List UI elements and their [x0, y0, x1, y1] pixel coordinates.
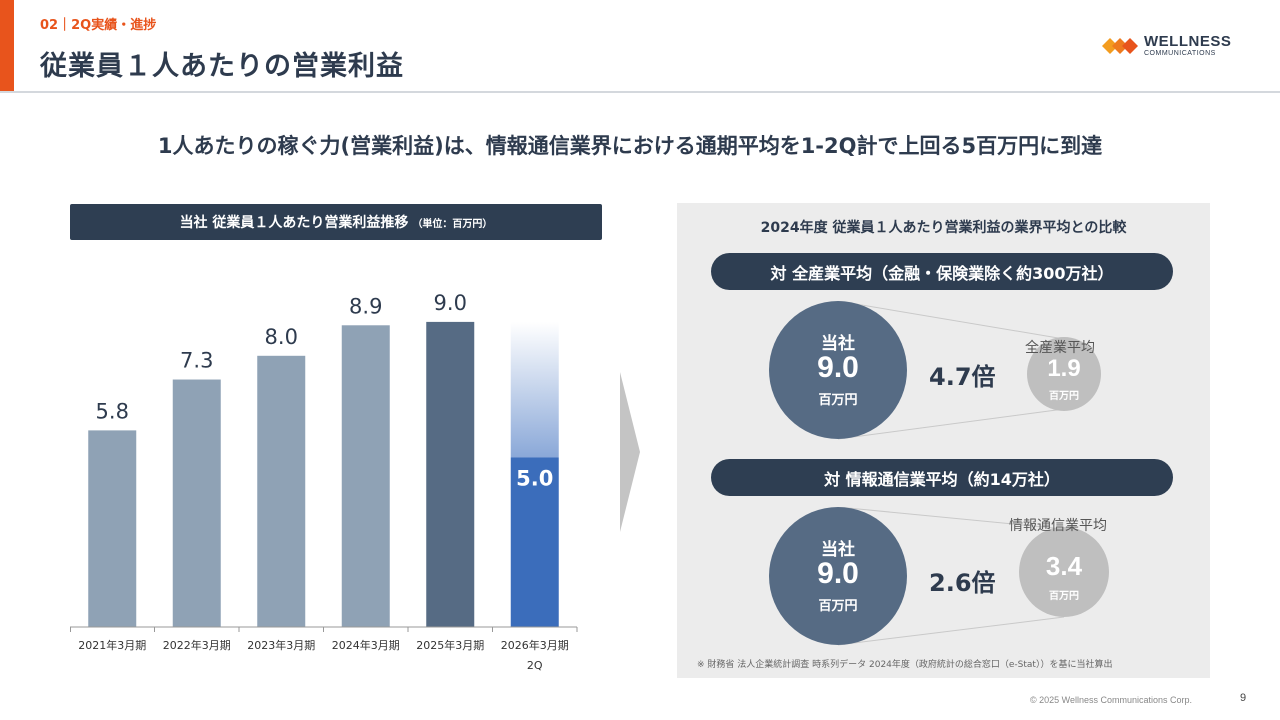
- peer-unit: 百万円: [1049, 391, 1079, 402]
- comparison-header-ict: 対 情報通信業平均（約14万社）: [711, 459, 1173, 496]
- peer-circle: 3.4 百万円: [1019, 527, 1109, 617]
- source-note: ※ 財務省 法人企業統計調査 時系列データ 2024年度（政府統計の総合窓口（e…: [697, 660, 1113, 670]
- comparison-panel: 2024年度 従業員１人あたり営業利益の業界平均との比較 対 全産業平均（金融・…: [677, 203, 1210, 678]
- bar-chart: 5.8 2021年3月期 7.3 2022年3月期 8.0 2023年3月期 8.9 2024…: [70, 291, 578, 672]
- headline: 1人あたりの稼ぐ力(営業利益)は、情報通信業界における通期平均を1-2Q計で上回…: [157, 134, 1103, 158]
- bar-value-label: 8.0: [265, 325, 298, 349]
- peer-unit: 百万円: [1049, 591, 1079, 602]
- connector-lines: [837, 507, 1065, 646]
- bar-2: [257, 355, 306, 627]
- x-tick-label: 2Q: [527, 659, 543, 672]
- company-label: 当社: [821, 334, 855, 354]
- chart-title: 当社 従業員１人あたり営業利益推移: [179, 215, 409, 231]
- ratio-value: 4.7倍: [929, 363, 996, 391]
- peer-label: 情報通信業平均: [1009, 518, 1107, 534]
- copyright: © 2025 Wellness Communications Corp.: [1030, 695, 1193, 705]
- logo-subtext: COMMUNICATIONS: [1144, 50, 1216, 57]
- company-unit: 百万円: [818, 393, 858, 408]
- x-tick-label: 2021年3月期: [78, 638, 146, 652]
- bar-value-label: 5.0: [516, 467, 553, 491]
- peer-value: 1.9: [1047, 355, 1081, 382]
- peer-label: 全産業平均: [1025, 340, 1095, 356]
- company-label: 当社: [821, 540, 855, 560]
- section-label: 02｜2Q実績・進捗: [40, 18, 157, 33]
- company-value: 9.0: [817, 351, 859, 384]
- bar-value-label: 8.9: [349, 294, 382, 318]
- company-unit: 百万円: [818, 599, 858, 614]
- company-circle: 当社 9.0 百万円: [769, 301, 907, 439]
- comparison-title: 2024年度 従業員１人あたり営業利益の業界平均との比較: [760, 220, 1127, 236]
- chart-header: 当社 従業員１人あたり営業利益推移 （単位：百万円）: [70, 204, 602, 240]
- x-tick-label: 2022年3月期: [163, 638, 231, 652]
- company-circle: 当社 9.0 百万円: [769, 507, 907, 645]
- company-value: 9.0: [817, 557, 859, 590]
- page-title: 従業員１人あたりの営業利益: [40, 51, 404, 82]
- bar-4: [426, 321, 475, 627]
- x-tick-label: 2023年3月期: [247, 638, 315, 652]
- company-logo: WELLNESS COMMUNICATIONS: [1100, 32, 1250, 62]
- x-tick-label: 2025年3月期: [416, 638, 484, 652]
- x-tick-label: 2024年3月期: [332, 638, 400, 652]
- chevron-right-icon: [620, 372, 640, 532]
- bar-0: [88, 430, 137, 627]
- page-number: 9: [1240, 692, 1247, 704]
- header-divider: [0, 91, 1280, 93]
- bar-value-label: 5.8: [96, 399, 129, 423]
- bar-5: [510, 457, 559, 627]
- bar-1: [172, 379, 221, 627]
- bar-value-label: 9.0: [434, 291, 467, 315]
- bar-3: [341, 325, 390, 627]
- x-tick-label: 2026年3月期: [501, 638, 569, 652]
- peer-circle: 1.9 百万円: [1027, 337, 1101, 411]
- chart-unit: （単位：百万円）: [412, 218, 493, 230]
- comparison-header-all-industries: 対 全産業平均（金融・保険業除く約300万社）: [711, 253, 1173, 290]
- bar-value-label: 7.3: [180, 349, 213, 373]
- comparison-all-industries: 当社 9.0 百万円 4.7倍 1.9 百万円 全産業平均: [677, 301, 1210, 441]
- bar-reference-gradient: [510, 321, 559, 458]
- connector-lines: [837, 301, 1065, 440]
- logo-mark-icon: [1102, 38, 1138, 54]
- logo-wordmark: WELLNESS: [1144, 33, 1232, 50]
- comparison-ict: 当社 9.0 百万円 2.6倍 3.4 百万円 情報通信業平均: [677, 507, 1210, 647]
- header-accent-bar: [0, 0, 14, 92]
- peer-value: 3.4: [1045, 551, 1083, 581]
- ratio-value: 2.6倍: [929, 569, 996, 597]
